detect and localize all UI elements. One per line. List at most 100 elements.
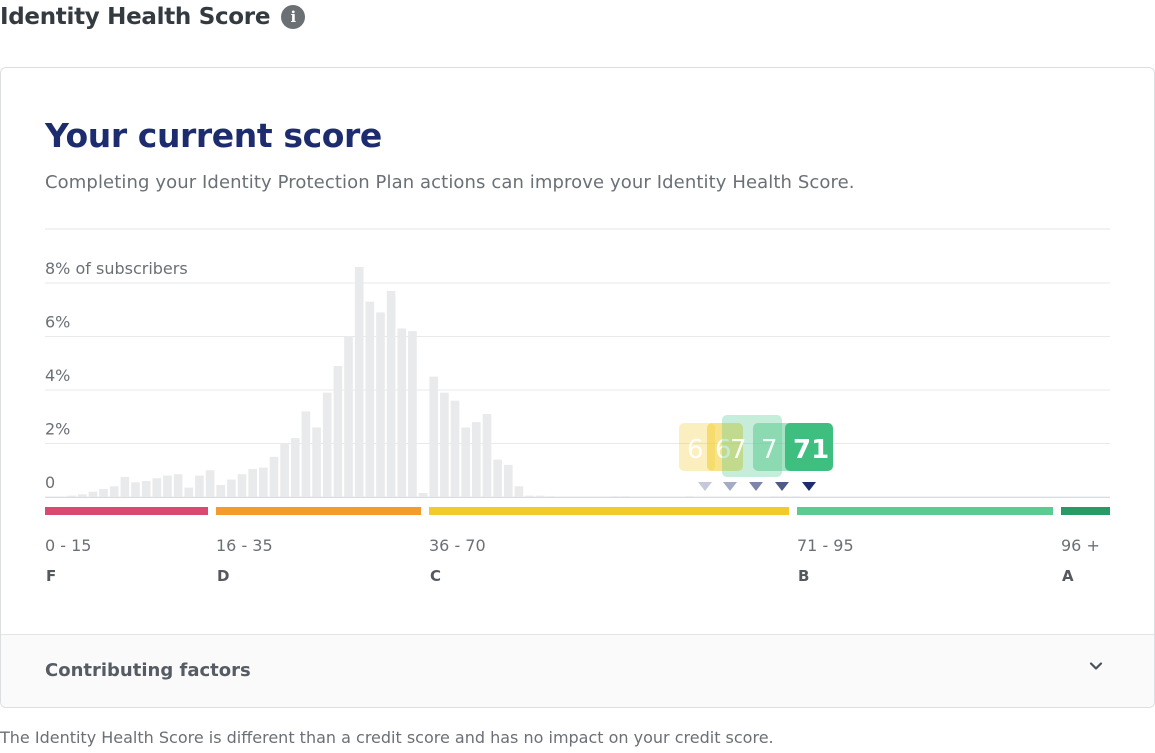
histogram-bar [301,411,311,497]
chevron-down-icon [1089,662,1103,670]
info-icon[interactable]: i [281,5,306,29]
score-history-label: 7 [761,435,778,465]
score-history-label: 6 [687,435,704,465]
histogram-bar [812,496,822,497]
histogram-bar [514,486,524,497]
band-grade-label: A [1062,567,1074,585]
histogram-bar [780,496,790,497]
score-history-label: 6 [715,435,732,465]
histogram-bar [557,496,566,497]
histogram-bar [259,467,268,497]
score-history-label: 71 [793,435,829,465]
histogram-bar [365,301,375,497]
histogram-bar [141,480,151,497]
contributing-factors-label: Contributing factors [45,660,251,681]
histogram-bar [333,365,343,497]
histogram-bar [503,464,513,497]
histogram-bar [642,496,652,497]
histogram-bar [248,468,257,497]
score-card: Your current score Completing your Ident… [0,67,1155,708]
histogram-bar [344,336,353,497]
band-grade-label: C [430,567,441,585]
card-heading: Your current score [45,116,382,155]
histogram-bar [685,496,694,497]
histogram-bar [99,488,108,497]
score-distribution-chart: 8% of subscribers 6% 4% 2% 0 0 - 15 F 16 - 35 D 3… [45,228,1110,585]
histogram-bar [759,496,769,497]
histogram-bar [152,478,162,497]
histogram-bar [163,475,172,497]
histogram-bar [663,496,673,497]
histogram-bar [109,486,119,497]
histogram-bar [738,496,747,497]
histogram-bar [312,427,321,497]
histogram-bar [131,482,140,497]
score-marker-triangle [775,482,789,491]
histogram-bar [322,392,332,497]
band-c-bar [429,507,789,515]
histogram-bar [290,438,300,497]
histogram-bar [716,496,726,497]
histogram-bar [599,496,609,497]
page-title: Identity Health Score i [0,4,306,30]
score-marker-triangle [802,482,816,491]
y-tick-label: 6% [45,313,70,332]
histogram-bar [791,496,801,497]
band-range-label: 96 + [1061,536,1100,555]
histogram-bar [227,479,236,497]
histogram-bar [216,484,226,497]
histogram-bar [67,495,76,497]
score-history-box [679,423,715,471]
histogram-bar [195,475,204,497]
histogram-bar [461,427,470,497]
histogram-bar [386,291,396,497]
histogram-bar [184,487,194,497]
card-subtitle: Completing your Identity Protection Plan… [45,172,855,193]
histogram-bar [546,496,556,497]
histogram-bar [706,496,715,497]
histogram-bar [120,476,130,497]
histogram-bar [88,491,98,497]
band-grade-label: D [217,567,229,585]
band-range-label: 71 - 95 [797,536,854,555]
score-history-label: 7 [730,435,747,465]
histogram-bar [770,496,779,497]
band-a-bar [1061,507,1110,515]
band-b-bar [797,507,1053,515]
histogram-bar [205,470,215,497]
current-score-box [789,427,829,467]
band-range-label: 36 - 70 [429,536,486,555]
y-tick-label: 2% [45,420,70,439]
histogram-bar [173,474,183,497]
histogram-bar [77,494,87,497]
contributing-factors-toggle[interactable]: Contributing factors [1,634,1154,707]
score-marker-triangle [749,482,763,491]
band-range-label: 16 - 35 [216,536,273,555]
histogram-bar [695,496,705,497]
disclaimer-text: The Identity Health Score is different t… [0,728,774,747]
y-tick-label: 8% of subscribers [45,259,188,278]
page-title-text: Identity Health Score [0,4,271,30]
histogram-bar [472,422,481,497]
y-tick-label: 0 [45,473,55,492]
histogram-bar [578,496,588,497]
histogram-bar [589,496,598,497]
histogram-bar [621,496,630,497]
histogram-bar [269,456,279,497]
histogram-bar [535,495,545,497]
histogram-bar [237,474,247,497]
histogram-bar [450,400,460,497]
histogram-bar [631,496,641,497]
histogram-bar [610,496,620,497]
histogram-bar [397,328,407,497]
histogram-bar [429,376,439,497]
histogram-bar [408,331,417,497]
band-range-label: 0 - 15 [45,536,91,555]
histogram-bar [354,266,364,497]
histogram-bar [482,414,492,497]
score-marker-triangle [698,482,712,491]
histogram-bar [376,312,385,497]
band-grade-label: B [798,567,809,585]
score-marker-triangle [723,482,737,491]
histogram-bar [567,496,577,497]
